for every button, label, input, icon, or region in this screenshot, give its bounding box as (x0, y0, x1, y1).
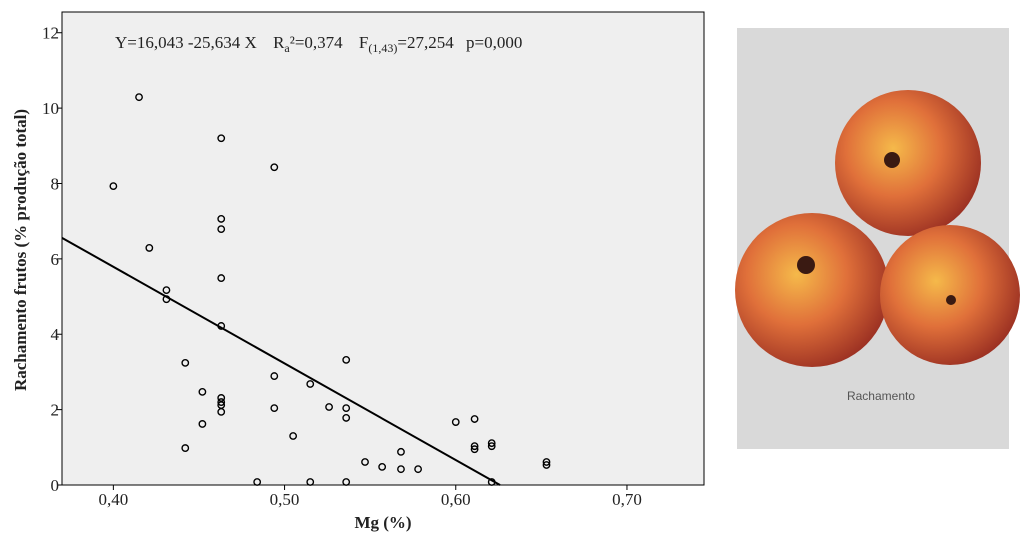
y-tick-label: 8 (51, 174, 60, 193)
y-tick-label: 12 (42, 24, 59, 43)
point (270, 163, 279, 172)
point (325, 403, 333, 411)
equation: Y=16,043 -25,634 X Ra²=0,374 F(1,43)=27,… (115, 33, 522, 55)
point (217, 225, 226, 233)
point (451, 418, 460, 426)
point (270, 372, 279, 380)
x-tick-label: 0,50 (270, 490, 300, 509)
point (397, 465, 405, 474)
point (289, 432, 298, 440)
point (135, 93, 143, 102)
y-tick-label: 6 (51, 250, 60, 269)
point (487, 439, 496, 448)
photo: Rachamento (735, 28, 1020, 449)
point (162, 295, 171, 304)
point (342, 478, 351, 486)
x-tick-label: 0,60 (441, 490, 471, 509)
x-tick-label: 0,70 (612, 490, 642, 509)
plot-area (61, 11, 705, 486)
point (217, 274, 226, 282)
point (414, 465, 422, 474)
point (217, 322, 226, 330)
x-tick-label: 0,40 (98, 490, 128, 509)
point (198, 420, 207, 428)
point (542, 458, 551, 466)
point (270, 404, 279, 413)
point (397, 447, 405, 456)
point (306, 380, 315, 388)
fit-line (61, 236, 501, 486)
point (378, 463, 387, 471)
point (181, 358, 190, 367)
point (470, 415, 479, 423)
point (487, 442, 496, 451)
point (542, 461, 551, 469)
point (342, 404, 351, 413)
point (306, 478, 315, 486)
y-tick-label: 4 (51, 325, 60, 344)
y-axis-label: Rachamento frutos (% produção total) (11, 109, 30, 391)
point (217, 398, 226, 406)
y-tick-label: 0 (51, 476, 60, 495)
photo-caption: Rachamento (847, 389, 915, 403)
point (217, 215, 226, 223)
point (470, 442, 479, 451)
point (162, 286, 171, 295)
point (198, 388, 207, 396)
y-tick-label: 10 (42, 99, 59, 118)
point (361, 458, 369, 466)
y-tick-label: 2 (51, 401, 60, 420)
point (181, 444, 190, 452)
point (217, 134, 226, 143)
point (470, 445, 479, 454)
point (109, 182, 118, 191)
x-axis-label: Mg (%) (354, 513, 411, 532)
point (145, 244, 154, 252)
point (487, 478, 496, 486)
point (217, 407, 226, 416)
point (253, 478, 262, 486)
point (217, 394, 226, 402)
point (342, 355, 351, 364)
point (342, 414, 351, 422)
